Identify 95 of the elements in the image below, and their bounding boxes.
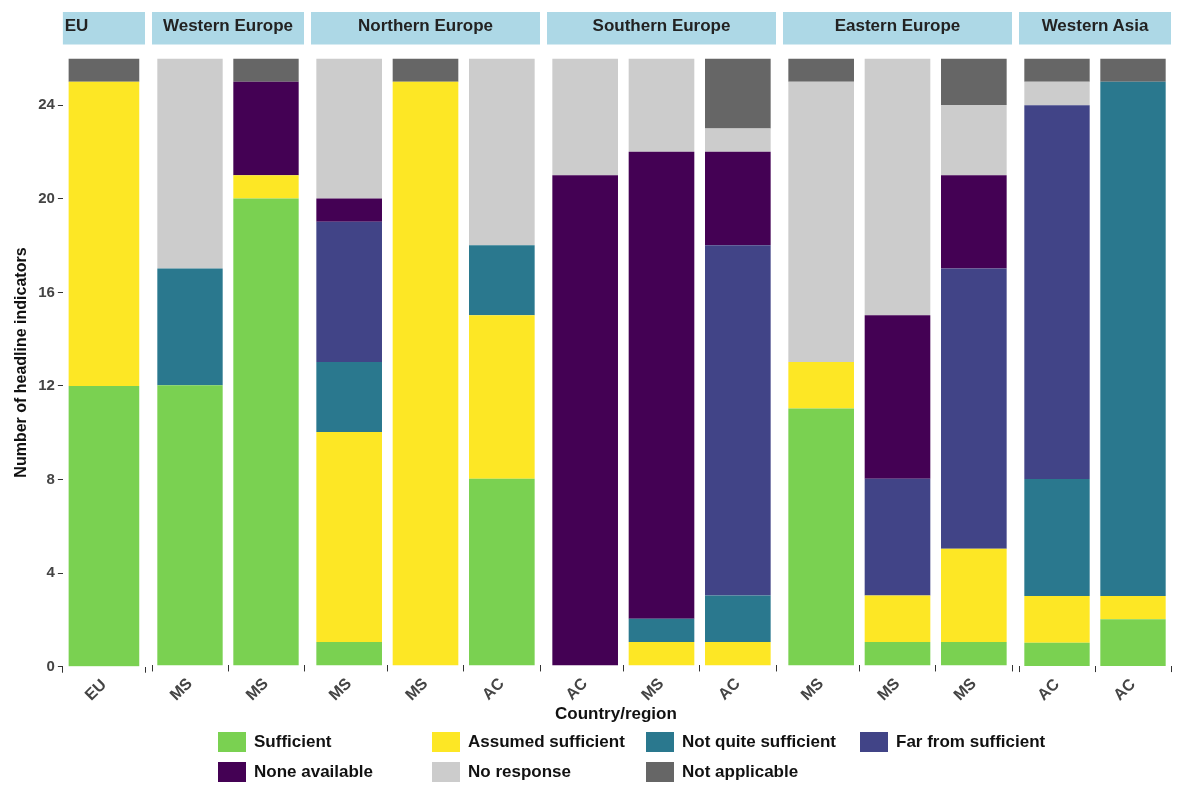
bar: [788, 81, 854, 362]
x-tick-label: MS: [950, 674, 980, 704]
bar: [1024, 479, 1090, 596]
bar: [233, 58, 299, 82]
bar: [68, 58, 140, 82]
bar: [157, 385, 223, 666]
bar: [705, 245, 771, 596]
x-tick-label: MS: [325, 674, 355, 704]
x-tick-label: MS: [637, 674, 667, 704]
y-axis-title: Number of headline indicators: [12, 247, 30, 478]
bar: [1024, 595, 1090, 643]
bar: [316, 642, 382, 666]
bar: [705, 151, 771, 246]
bar: [941, 268, 1007, 549]
y-tick-label: 0: [46, 656, 55, 674]
bar: [552, 175, 618, 666]
x-tick-label: MS: [242, 674, 272, 704]
chart-title: Southern Europe: [592, 15, 731, 35]
chart-title: Eastern Europe: [834, 15, 961, 35]
bar: [941, 548, 1007, 643]
x-tick-label: AC: [1109, 674, 1139, 704]
bar: [1024, 81, 1090, 106]
bar: [469, 58, 535, 246]
bar: [941, 642, 1007, 666]
bar: [788, 58, 854, 82]
legend-label: Far from sufficient: [896, 732, 1046, 752]
bar: [392, 58, 459, 82]
y-tick-label: 12: [38, 376, 55, 394]
bar: [233, 81, 299, 176]
y-tick-label: 4: [46, 563, 56, 581]
x-tick-label: MS: [797, 674, 827, 704]
chart-title: Northern Europe: [357, 15, 494, 35]
bar: [157, 268, 223, 386]
legend-label: Assumed sufficient: [468, 732, 625, 752]
chart-title: Western Europe: [162, 15, 294, 35]
x-tick-label: EU: [81, 675, 110, 704]
bar: [941, 105, 1007, 176]
legend-label: Not quite sufficient: [682, 732, 836, 752]
bar: [628, 151, 695, 619]
bar: [788, 408, 854, 666]
chart-title: EU: [64, 15, 89, 35]
y-tick-label: 20: [38, 188, 55, 206]
x-tick-label: AC: [562, 674, 591, 703]
bar: [941, 58, 1007, 106]
bar: [469, 478, 535, 666]
bar: [392, 81, 459, 666]
bar: [68, 385, 140, 667]
bar: [705, 58, 771, 129]
bar: [469, 315, 535, 479]
bar: [469, 245, 535, 316]
bar: [316, 361, 382, 432]
x-tick-label: AC: [1033, 674, 1063, 704]
y-tick-label: 24: [38, 95, 56, 113]
bar: [316, 431, 382, 643]
bar: [941, 175, 1007, 269]
bar: [705, 128, 771, 152]
bar: [1100, 58, 1166, 82]
bar: [316, 58, 382, 199]
bar: [316, 198, 382, 222]
bar: [628, 618, 695, 643]
x-tick-label: MS: [166, 674, 196, 704]
x-tick-label: AC: [714, 674, 744, 703]
bar: [1100, 81, 1166, 596]
bar: [1024, 105, 1090, 480]
bar: [233, 198, 299, 666]
bar: [864, 478, 931, 596]
bar: [1100, 595, 1166, 620]
bar: [316, 221, 382, 362]
bar: [1024, 58, 1090, 82]
bar: [1100, 619, 1166, 667]
legend-label: Sufficient: [254, 732, 332, 752]
x-tick-label: AC: [478, 674, 508, 703]
bar: [628, 642, 695, 666]
legend-label: Not applicable: [682, 762, 799, 782]
bar: [628, 58, 695, 152]
x-tick-label: MS: [401, 674, 431, 704]
bar: [705, 642, 771, 666]
bar: [864, 58, 931, 316]
bar: [233, 175, 299, 199]
legend-label: No response: [468, 762, 571, 782]
x-axis-title: Country/region: [554, 704, 678, 724]
bar: [864, 595, 931, 643]
chart-title: Western Asia: [1041, 15, 1149, 35]
bar: [552, 58, 618, 176]
bar: [1024, 642, 1090, 667]
bar: [864, 315, 931, 479]
bar: [788, 361, 854, 409]
legend-label: None available: [254, 762, 374, 782]
y-tick-label: 16: [38, 282, 55, 300]
y-tick-label: 8: [46, 469, 55, 487]
bar: [864, 642, 931, 666]
bar: [157, 58, 223, 269]
bar: [705, 595, 771, 643]
x-tick-label: MS: [873, 674, 903, 704]
bar: [68, 81, 140, 386]
